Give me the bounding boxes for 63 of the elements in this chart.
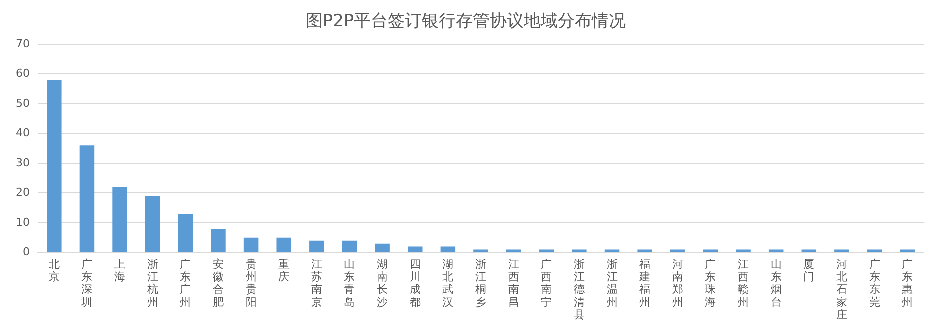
bar xyxy=(47,80,62,252)
bar xyxy=(539,250,554,252)
x-tick-label: 浙江杭州 xyxy=(146,258,158,309)
x-tick-label: 福建福州 xyxy=(638,258,651,309)
x-tick-label: 江西南昌 xyxy=(508,258,520,309)
bar xyxy=(572,250,587,252)
x-tick-label: 厦门 xyxy=(804,258,815,284)
bar xyxy=(440,246,456,252)
y-tick-label: 40 xyxy=(16,126,30,140)
x-tick-label: 四川成都 xyxy=(410,258,421,309)
bar xyxy=(703,250,718,252)
bar xyxy=(834,250,850,252)
bar xyxy=(408,246,423,252)
bar xyxy=(178,214,194,252)
bar xyxy=(342,240,358,252)
x-tick-label: 贵州贵阳 xyxy=(246,258,257,309)
bar xyxy=(375,244,390,252)
bar xyxy=(900,250,915,252)
x-tick-label: 湖北武汉 xyxy=(442,258,454,309)
x-tick-label: 湖南长沙 xyxy=(377,258,388,309)
x-tick-label: 浙江德清县 xyxy=(574,258,585,322)
bar xyxy=(506,250,522,252)
bar xyxy=(802,250,817,252)
bar xyxy=(211,228,226,252)
bar xyxy=(310,240,324,252)
bar xyxy=(768,250,784,252)
x-tick-label: 上海 xyxy=(114,258,126,284)
bar xyxy=(736,250,751,252)
x-tick-label: 重庆 xyxy=(278,258,290,284)
x-tick-label: 广东东莞 xyxy=(869,258,880,309)
bar xyxy=(867,250,882,252)
x-tick-label: 江西赣州 xyxy=(738,258,750,309)
x-tick-label: 广东深圳 xyxy=(80,258,93,309)
y-tick-label: 20 xyxy=(16,186,30,200)
chart-title: 图P2P平台签订银行存管协议地域分布情况 xyxy=(306,12,626,32)
y-tick-label: 0 xyxy=(22,246,30,259)
bar xyxy=(112,187,128,252)
bar xyxy=(670,250,686,252)
bar xyxy=(80,146,95,252)
x-tick-label: 浙江桐乡 xyxy=(474,258,486,309)
y-tick-label: 30 xyxy=(16,156,30,170)
bar xyxy=(244,238,259,252)
x-tick-label: 广东广州 xyxy=(180,258,192,309)
bar xyxy=(638,250,652,252)
x-tick-label: 广西南宁 xyxy=(541,258,552,309)
y-tick-label: 10 xyxy=(16,216,30,229)
x-tick-label: 广东珠海 xyxy=(705,258,716,309)
x-tick-label: 浙江温州 xyxy=(606,258,618,309)
x-tick-label: 河南郑州 xyxy=(672,258,684,309)
x-tick-label: 江苏南京 xyxy=(311,258,322,309)
bar xyxy=(145,196,160,252)
bar xyxy=(604,250,620,252)
y-tick-label: 70 xyxy=(16,37,30,50)
x-tick-label: 山东烟台 xyxy=(770,258,782,309)
y-tick-label: 50 xyxy=(16,96,30,110)
x-tick-label: 广东惠州 xyxy=(901,258,914,309)
bar xyxy=(276,238,292,252)
x-tick-label: 河北石家庄 xyxy=(836,258,848,322)
x-tick-label: 安徽合肥 xyxy=(212,258,224,309)
bar xyxy=(474,250,488,252)
y-tick-label: 60 xyxy=(16,67,30,80)
x-tick-label: 北京 xyxy=(48,258,60,284)
x-tick-label: 山东青岛 xyxy=(344,258,356,309)
